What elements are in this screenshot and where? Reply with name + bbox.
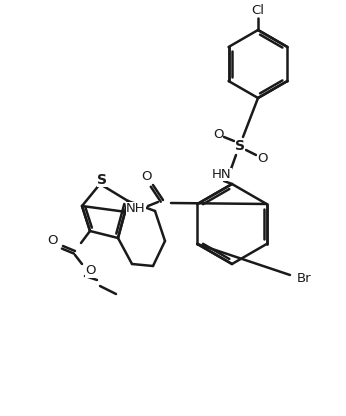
Text: O: O <box>257 151 267 164</box>
Text: O: O <box>213 127 223 141</box>
Text: O: O <box>142 169 152 183</box>
Text: O: O <box>85 265 95 277</box>
Text: Cl: Cl <box>252 3 264 17</box>
Text: S: S <box>97 173 107 187</box>
Text: NH: NH <box>126 201 146 215</box>
Text: S: S <box>235 139 245 153</box>
Text: HN: HN <box>212 168 232 181</box>
Text: O: O <box>48 233 58 247</box>
Text: Br: Br <box>297 272 312 285</box>
